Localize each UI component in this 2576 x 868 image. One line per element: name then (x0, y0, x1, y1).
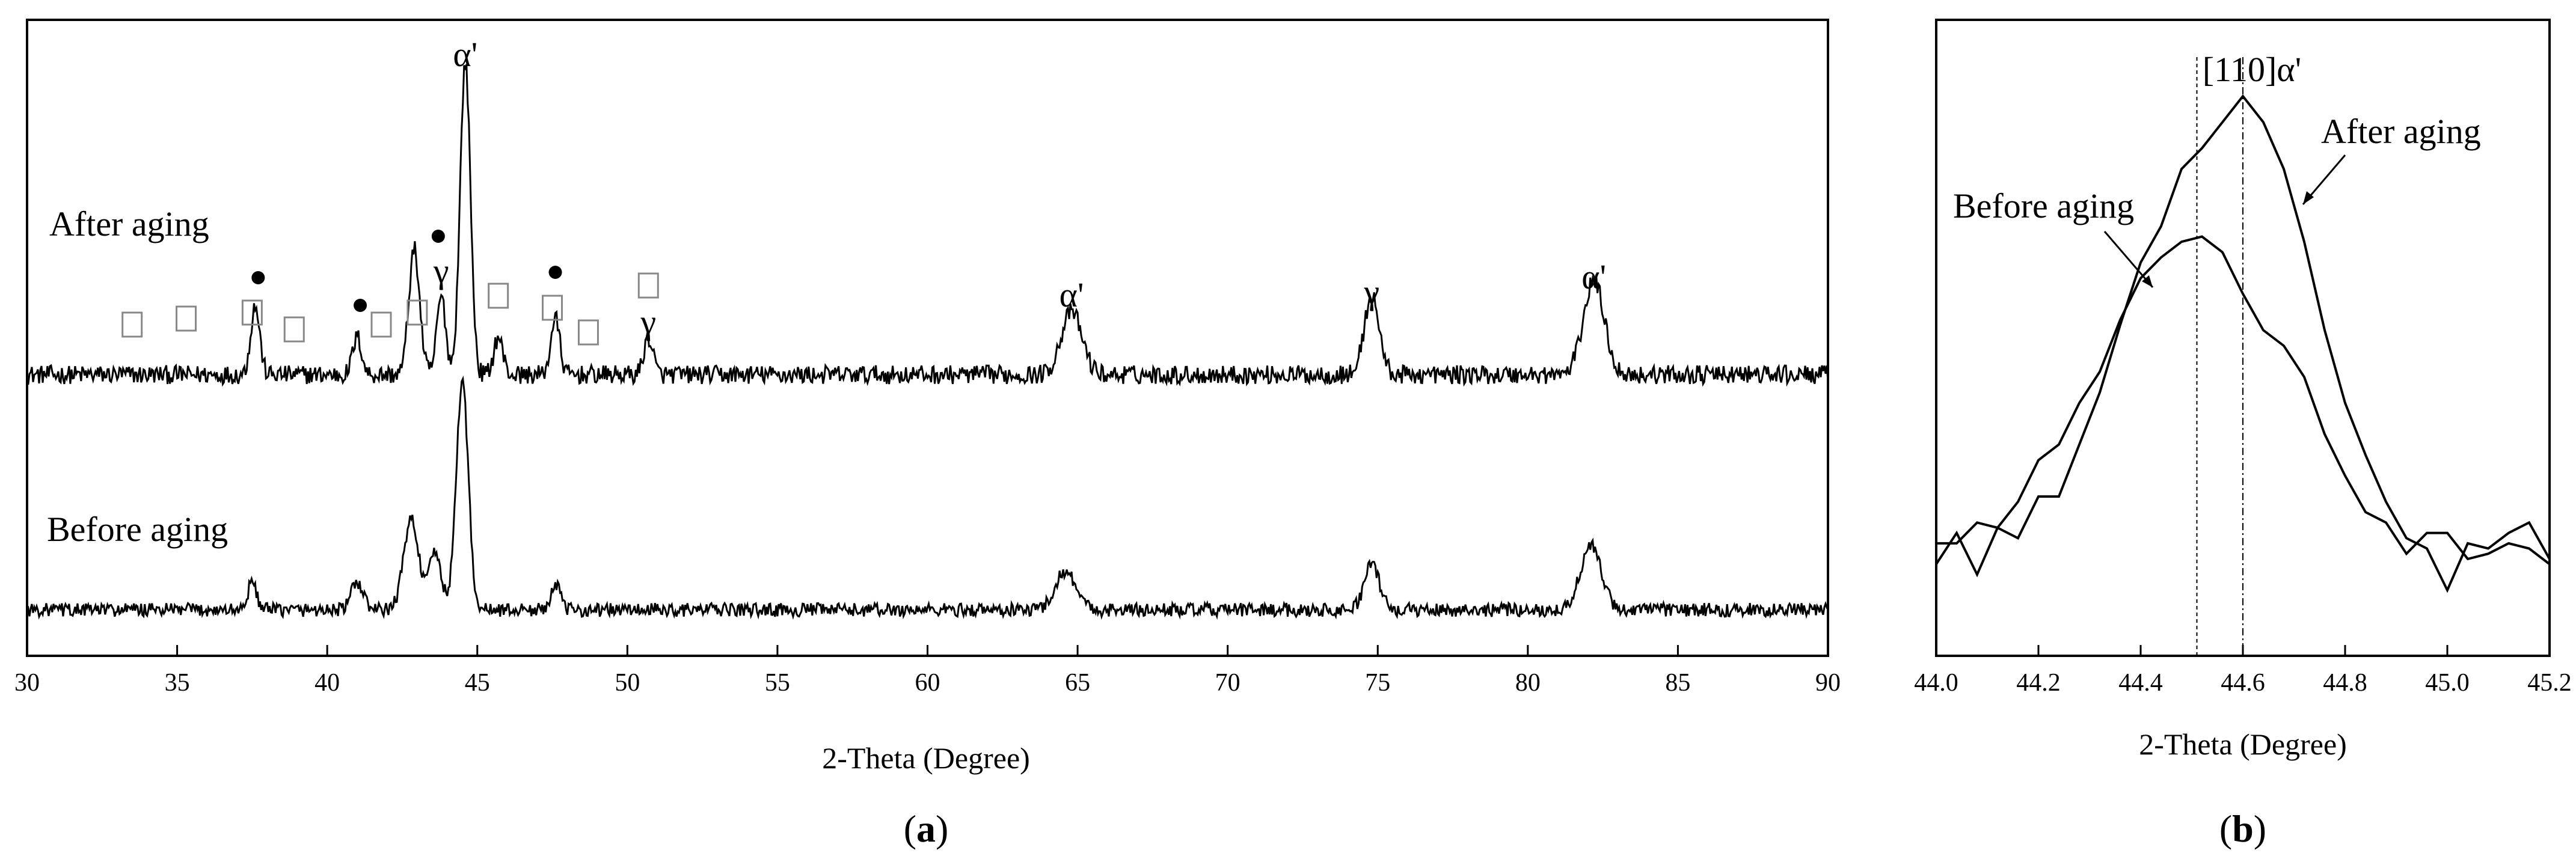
panel-a-peak-label: γ (640, 302, 656, 341)
panel-b-x-tick-label: 44.2 (2016, 669, 2061, 697)
panel-a-chart: 30 35 40 45 50 55 60 65 70 75 80 85 90 α' γ α' γ α' γ Aft… (14, 19, 1841, 850)
square-marker-icon (241, 299, 263, 326)
panel-b-x-ticks (1935, 645, 2551, 656)
panel-b-label: (b) (2219, 807, 2266, 850)
before-aging-arrowhead-icon (2142, 275, 2153, 287)
panel-a-x-tick-label: 75 (1365, 669, 1390, 697)
panel-a-peak-label: γ (1363, 272, 1379, 311)
panel-a-label-letter: a (916, 807, 936, 850)
panel-b-series-after-aging (1935, 94, 2551, 593)
panel-a-x-axis-title: 2-Theta (Degree) (822, 741, 1030, 775)
panel-b-x-tick-label: 44.0 (1914, 669, 1958, 697)
panel-a-series-label: After aging (49, 204, 209, 243)
dot-marker-icon (251, 271, 265, 284)
panel-a-x-tick-label: 45 (465, 669, 490, 697)
square-marker-icon (542, 295, 563, 321)
dot-marker-icon (354, 299, 367, 312)
panel-b-label-close: ) (2254, 807, 2266, 850)
panel-a-x-tick-labels: 30 35 40 45 50 55 60 65 70 75 80 85 90 (14, 669, 1841, 697)
panel-a-x-tick-label: 55 (765, 669, 790, 697)
square-marker-icon (370, 311, 392, 338)
panel-b-x-tick-labels: 44.0 44.2 44.4 44.6 44.8 45.0 45.2 (1914, 669, 2572, 697)
panel-b-series (1935, 94, 2551, 593)
square-marker-icon (577, 319, 599, 346)
panel-b-x-tick-label: 44.6 (2221, 669, 2265, 697)
panel-a-series-after-aging (26, 64, 1829, 387)
before-aging-arrow-icon (2103, 231, 2154, 288)
panel-a-x-tick-label: 40 (314, 669, 340, 697)
panel-a-x-tick-label: 30 (14, 669, 40, 697)
panel-a-peak-label: α' (1581, 257, 1606, 296)
panel-b-after-aging-label: After aging (2321, 112, 2481, 151)
panel-a-x-tick-label: 85 (1665, 669, 1690, 697)
panel-a-label-close: ) (936, 807, 948, 850)
panel-a-phase-markers (121, 230, 659, 346)
panel-a-series-before-aging (26, 375, 1829, 620)
panel-a-x-tick-label: 60 (915, 669, 940, 697)
panel-a-series (26, 64, 1829, 620)
square-marker-icon (488, 283, 509, 309)
panel-b-x-tick-label: 45.2 (2527, 669, 2572, 697)
square-marker-icon (406, 299, 428, 326)
panel-a-x-tick-label: 90 (1815, 669, 1841, 697)
panel-a-series-label: Before aging (47, 510, 228, 549)
panel-a-label-open: ( (904, 807, 916, 850)
panel-b-x-axis-title: 2-Theta (Degree) (2139, 727, 2347, 761)
after-aging-arrowhead-icon (2303, 191, 2314, 204)
panel-a-x-ticks (26, 645, 1829, 656)
panel-b-x-tick-label: 44.8 (2323, 669, 2367, 697)
square-marker-icon (283, 316, 305, 343)
panel-b-label-open: ( (2219, 807, 2232, 850)
dot-marker-icon (431, 230, 445, 243)
panel-a-series-labels: After aging Before aging (47, 204, 228, 549)
panel-a-x-tick-label: 65 (1065, 669, 1090, 697)
panel-a-peak-annotations: α' γ α' γ α' γ (433, 35, 1606, 341)
panel-a-plot-frame (26, 19, 1829, 657)
panel-b-chart: 44.0 44.2 44.4 44.6 44.8 45.0 45.2 [110]α' Afte… (1914, 19, 2572, 850)
panel-b-peak-label: [110]α' (2203, 50, 2301, 89)
panel-a-x-tick-label: 50 (615, 669, 640, 697)
panel-a-peak-label: α' (453, 35, 477, 74)
panel-b-label-letter: b (2232, 807, 2254, 850)
panel-a-peak-label: γ (433, 251, 449, 290)
panel-b-x-tick-label: 44.4 (2118, 669, 2163, 697)
panel-b-reference-lines (2196, 57, 2243, 656)
panel-a-x-tick-label: 80 (1515, 669, 1541, 697)
panel-a-label: (a) (904, 807, 949, 850)
square-marker-icon (637, 272, 659, 299)
square-marker-icon (176, 305, 197, 332)
panel-b-annotations: [110]α' After aging Before aging (1953, 50, 2481, 288)
panel-a-x-tick-label: 70 (1215, 669, 1240, 697)
panel-b-x-tick-label: 45.0 (2425, 669, 2470, 697)
panel-a-peak-label: α' (1060, 275, 1084, 314)
square-marker-icon (121, 311, 143, 338)
panel-a-x-tick-label: 35 (165, 669, 190, 697)
panel-b-before-aging-label: Before aging (1953, 186, 2134, 225)
dot-marker-icon (548, 266, 562, 279)
panel-b-series-before-aging (1936, 235, 2551, 566)
